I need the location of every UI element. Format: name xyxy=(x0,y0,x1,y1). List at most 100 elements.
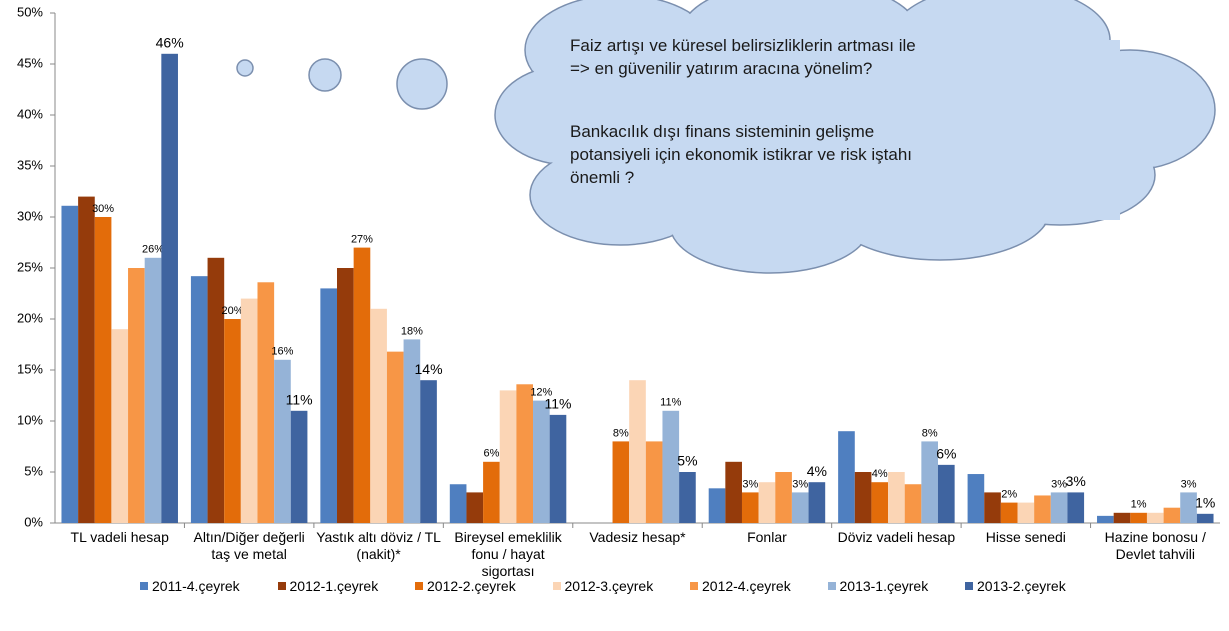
bar xyxy=(629,380,646,523)
bar xyxy=(612,441,630,523)
x-tick-label: Hisse senedi xyxy=(985,529,1066,545)
bar xyxy=(838,431,855,523)
data-label: 11% xyxy=(660,397,681,409)
bar xyxy=(353,247,371,523)
bar xyxy=(708,488,726,523)
y-tick-label: 20% xyxy=(17,310,43,325)
bar xyxy=(274,359,291,523)
bar xyxy=(1130,512,1147,523)
x-tick-label: Bireysel emeklilik fonu / hayat sigortas… xyxy=(454,529,562,579)
bar xyxy=(1050,492,1068,523)
data-label: 14% xyxy=(415,361,443,377)
x-tick-label: Hazine bonosu / Devlet tahvili xyxy=(1104,529,1206,562)
bar xyxy=(420,380,437,523)
bar xyxy=(94,217,112,523)
legend-swatch xyxy=(140,582,148,590)
legend-swatch xyxy=(827,582,836,590)
bar xyxy=(775,472,792,523)
thought-cloud xyxy=(236,0,1216,274)
data-label: 12% xyxy=(530,387,552,399)
bar xyxy=(791,492,809,523)
bar xyxy=(370,308,387,523)
plot-area: 0% 5% 10% 15% 20% 25% 30% 35% 40% 45% 50% 30% 20% 27%… xyxy=(17,4,1220,529)
bar xyxy=(1113,512,1131,523)
data-label: 3% xyxy=(792,478,808,490)
y-tick-label: 45% xyxy=(17,55,43,70)
bar xyxy=(128,268,145,523)
data-label: 1% xyxy=(1195,495,1215,511)
bar xyxy=(1146,512,1164,523)
bar xyxy=(904,484,922,523)
data-label: 4% xyxy=(872,468,888,480)
bar xyxy=(921,441,938,523)
y-tick-label: 30% xyxy=(17,208,43,223)
bar xyxy=(240,298,258,523)
legend-swatch xyxy=(415,582,423,590)
legend-item: 2013-2.çeyrek xyxy=(965,578,1066,594)
y-tick-label: 35% xyxy=(17,157,43,172)
legend-item: 2012-2.çeyrek xyxy=(415,578,516,594)
bar xyxy=(257,282,275,523)
bar xyxy=(1034,495,1051,523)
bar xyxy=(483,461,500,523)
bar xyxy=(645,441,663,523)
data-label: 8% xyxy=(613,427,629,439)
legend-swatch xyxy=(552,582,561,590)
bar xyxy=(679,472,696,523)
bar xyxy=(516,384,534,523)
y-tick-label: 10% xyxy=(17,412,43,427)
bar xyxy=(533,400,550,523)
bar xyxy=(190,276,208,523)
bar xyxy=(1196,513,1214,523)
bar xyxy=(1097,515,1114,523)
legend-item: 2012-3.çeyrek xyxy=(552,578,653,594)
bar xyxy=(1017,502,1035,523)
bar xyxy=(207,257,225,523)
data-label: 5% xyxy=(677,453,697,469)
x-tick-label: Döviz vadeli hesap xyxy=(837,529,956,545)
data-label: 11% xyxy=(286,392,313,408)
annotation: Bankacılık dışı finans sisteminin gelişm… xyxy=(570,122,913,187)
bar xyxy=(1163,507,1181,523)
legend-item: 2012-1.çeyrek xyxy=(277,578,379,594)
data-label: 3% xyxy=(1066,473,1086,489)
data-label: 16% xyxy=(271,346,293,358)
legend-swatch xyxy=(965,582,973,590)
legend-swatch xyxy=(277,582,286,590)
annotation: Faiz artışı ve küresel belirsizliklerin … xyxy=(570,36,916,78)
bar xyxy=(386,351,404,523)
data-label: 1% xyxy=(1131,499,1147,511)
legend-label: 2012-1.çeyrek xyxy=(289,578,379,594)
data-label: 2% xyxy=(1001,489,1017,501)
legend-item: 2013-1.çeyrek xyxy=(827,578,928,594)
bar xyxy=(499,390,517,523)
bar xyxy=(1000,502,1018,523)
bar xyxy=(871,482,889,523)
bar xyxy=(758,482,776,523)
x-tick-label: Fonlar xyxy=(747,529,787,545)
bar xyxy=(741,492,759,523)
bar xyxy=(161,53,178,524)
bar xyxy=(967,474,985,523)
y-tick-label: 40% xyxy=(17,106,43,121)
data-label: 30% xyxy=(92,203,114,215)
legend-label: 2013-2.çeyrek xyxy=(977,578,1066,594)
data-label: 26% xyxy=(142,244,164,256)
data-label: 3% xyxy=(742,478,758,490)
data-label: 6% xyxy=(483,448,499,460)
bar xyxy=(808,482,826,523)
bar xyxy=(78,196,95,523)
data-label: 6% xyxy=(936,446,956,462)
legend-item: 2011-4.çeyrek xyxy=(140,578,240,594)
bar xyxy=(549,414,567,523)
x-tick-label: Altın/Diğer değerli taş ve metal xyxy=(193,529,305,562)
data-label: 8% xyxy=(922,427,938,439)
bar xyxy=(111,329,129,523)
bar xyxy=(403,339,421,523)
bar xyxy=(61,205,79,523)
bar xyxy=(888,472,905,523)
x-tick-label: Vadesiz hesap* xyxy=(589,529,686,545)
y-tick-label: 5% xyxy=(24,463,43,478)
bar xyxy=(144,257,162,523)
